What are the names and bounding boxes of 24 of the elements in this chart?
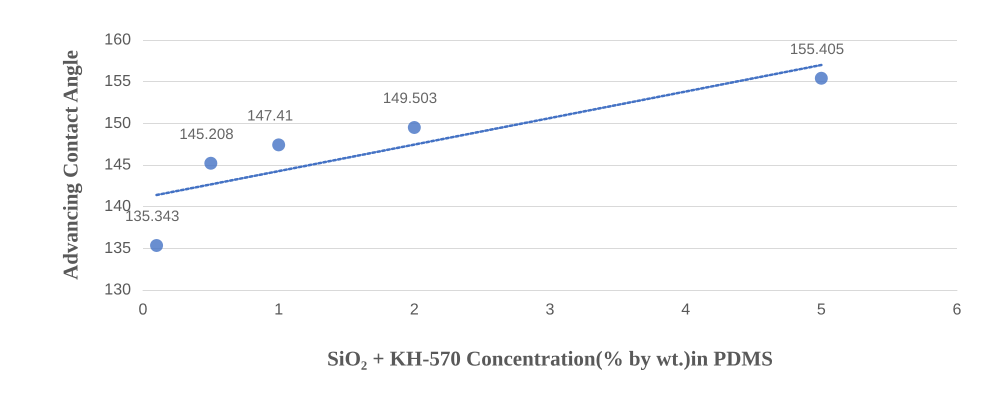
x-tick-label: 0: [138, 302, 148, 318]
data-label: 145.208: [179, 126, 234, 143]
x-tick-label: 2: [410, 302, 419, 318]
point: [272, 138, 286, 152]
data-label: 149.503: [382, 90, 438, 107]
y-tick-label: 135: [104, 240, 132, 257]
x-tick-label: 3: [546, 302, 555, 318]
point: [204, 156, 218, 170]
data-label: 147.41: [247, 107, 294, 124]
y-tick-label: 155: [104, 73, 132, 90]
x-tick-label: 4: [681, 302, 690, 318]
point: [814, 72, 828, 85]
x-axis-title: SiO₂ + KH-570 Concentration(% by wt.)in PDMS: [327, 346, 773, 370]
data-label: 155.405: [790, 40, 844, 58]
y-tick-label: 130: [104, 282, 132, 298]
y-axis-title: Advancing Contact Angle: [58, 50, 82, 280]
x-tick-label: 6: [952, 302, 962, 318]
x-tick-label: 1: [274, 302, 284, 318]
y-tick-label: 145: [104, 156, 132, 174]
point: [408, 120, 421, 134]
point: [150, 238, 164, 252]
y-tick-label: 160: [104, 32, 132, 48]
x-tick-label: 5: [816, 302, 826, 318]
y-tick-label: 150: [104, 114, 132, 132]
